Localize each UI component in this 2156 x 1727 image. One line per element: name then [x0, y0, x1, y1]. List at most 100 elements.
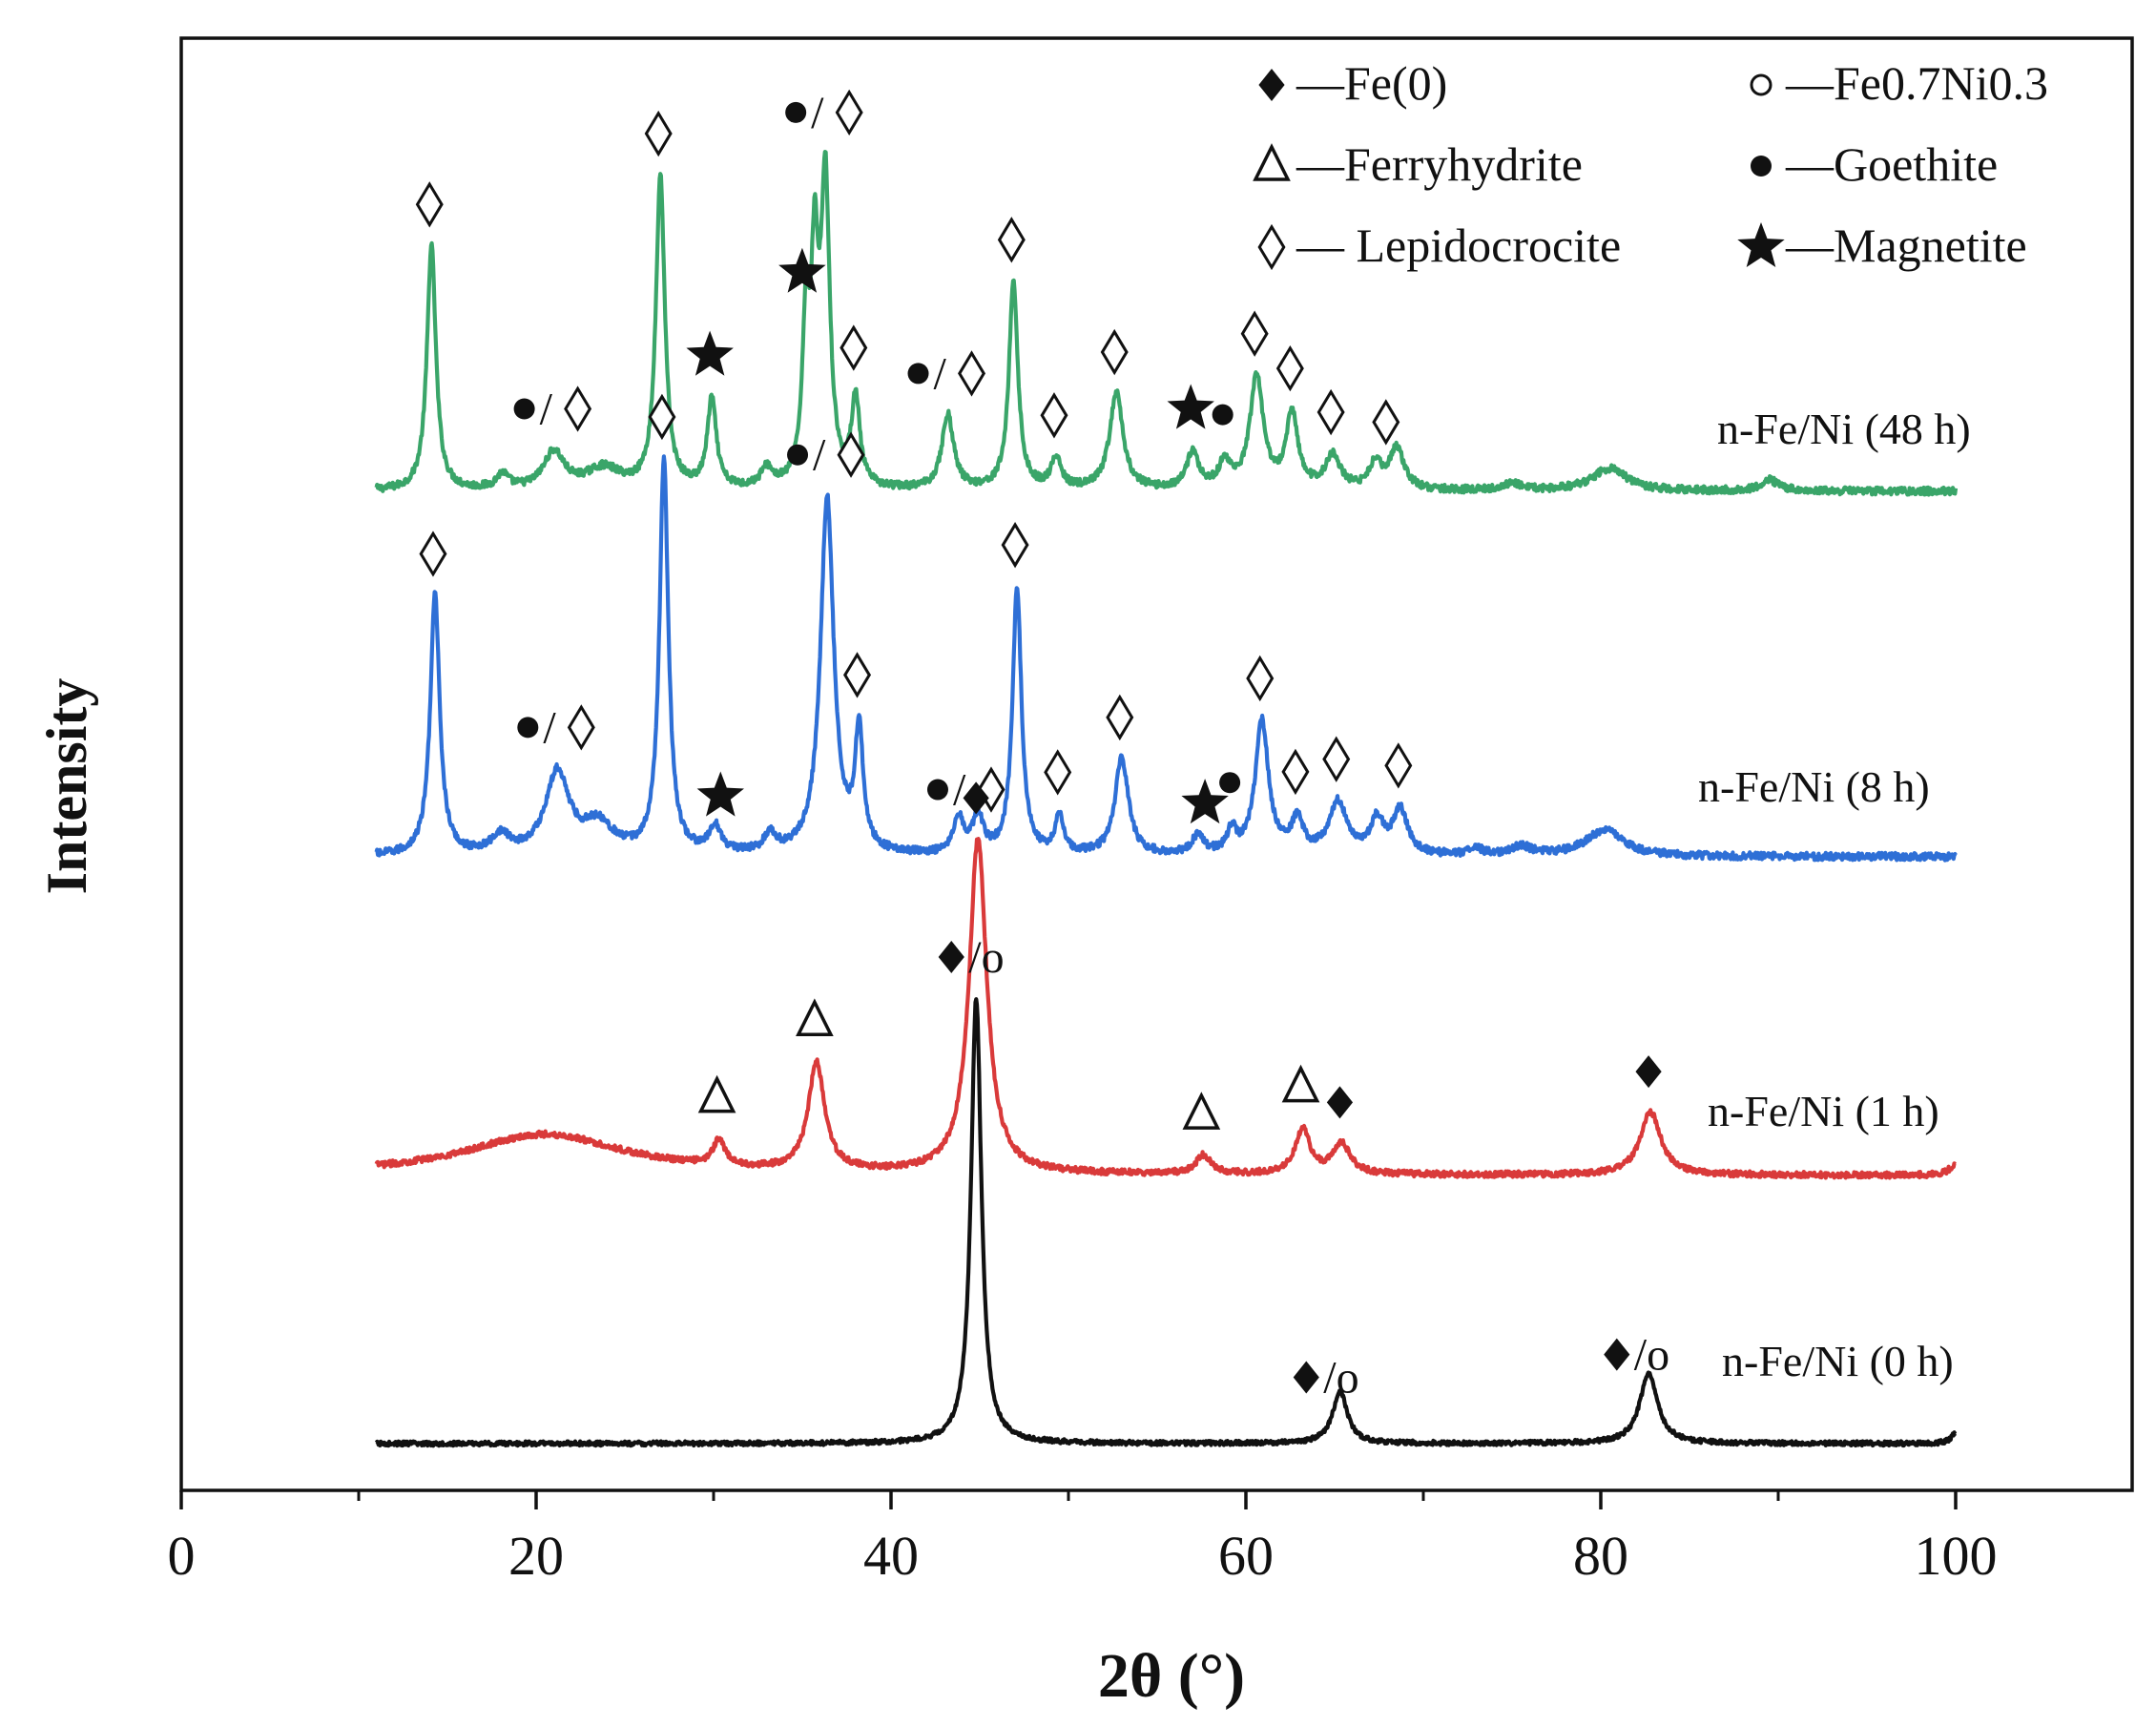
peak-annotation	[796, 998, 834, 1037]
peak-annotation: /o	[1293, 1352, 1359, 1403]
annotation-text: /o	[1634, 1330, 1669, 1381]
filled-circle-marker	[785, 101, 807, 123]
annotation-text: /	[953, 765, 966, 816]
peak-annotation	[1040, 392, 1068, 439]
series-label-1: n-Fe/Ni (8 h)	[1698, 762, 1930, 811]
open-diamond-marker	[1275, 344, 1304, 392]
open-diamond-marker	[1316, 388, 1345, 436]
series-label-0: n-Fe/Ni (48 h)	[1717, 405, 1971, 453]
annotation-text: /o	[968, 932, 1004, 983]
curves-layer: n-Fe/Ni (48 h) n-Fe/Ni (8 h) n-Fe/Ni (1 h)…	[374, 150, 1971, 1448]
peak-annotation: /	[787, 430, 865, 481]
open-diamond-marker	[843, 652, 872, 698]
filled-star-marker	[696, 771, 744, 817]
filled-diamond-marker	[1635, 1055, 1662, 1089]
peak-annotation	[1322, 736, 1351, 782]
series-label-2: n-Fe/Ni (1 h)	[1708, 1087, 1939, 1135]
open-triangle-marker	[1182, 1092, 1221, 1130]
open-diamond-marker	[1100, 328, 1129, 376]
filled-circle-marker	[787, 444, 809, 466]
filled-circle-marker	[907, 363, 929, 385]
legend-label: —Ferryhydrite	[1296, 137, 1583, 191]
open-diamond-marker	[644, 110, 673, 157]
open-diamond-marker	[1240, 310, 1269, 357]
series-curve-2	[374, 836, 1958, 1180]
filled-circle-marker	[1212, 404, 1233, 426]
peak-annotation	[1635, 1055, 1662, 1089]
filled-circle-marker	[1751, 156, 1772, 177]
peak-annotations-layer: / / / / / / /o/o/o	[415, 88, 1669, 1403]
peak-annotation	[1326, 1086, 1354, 1119]
plot-frame	[179, 36, 2134, 1492]
series-curve-1	[374, 454, 1958, 863]
annotation-text: /	[543, 702, 556, 753]
filled-star-marker	[1167, 384, 1214, 429]
legend-label: —Goethite	[1785, 137, 1998, 191]
peak-annotation	[1246, 655, 1275, 702]
peak-annotation	[1044, 749, 1072, 796]
series-curve-3	[374, 997, 1958, 1448]
annotation-text: /	[540, 385, 553, 435]
open-diamond-marker	[837, 431, 865, 478]
filled-circle-marker	[926, 779, 948, 801]
x-tick-label-0: 0	[168, 1525, 196, 1587]
peak-annotation	[1219, 772, 1241, 794]
series-curve-0	[374, 150, 1959, 497]
open-diamond-marker	[1384, 742, 1413, 789]
peak-annotation	[1212, 404, 1233, 426]
filled-star-marker	[1737, 222, 1785, 267]
peak-annotation	[997, 217, 1026, 263]
open-diamond-marker	[1246, 655, 1275, 702]
filled-circle-marker	[1219, 772, 1241, 794]
peak-annotation	[1384, 742, 1413, 789]
peak-annotation	[1181, 779, 1229, 824]
peak-annotation: /	[907, 348, 986, 399]
filled-star-marker	[686, 330, 734, 376]
peak-annotation	[419, 531, 447, 577]
open-diamond-marker	[419, 531, 447, 577]
peak-annotation: /	[513, 385, 592, 435]
series-label-3: n-Fe/Ni (0 h)	[1722, 1337, 1954, 1385]
open-diamond-marker	[1257, 223, 1286, 271]
open-triangle-marker	[1281, 1064, 1320, 1103]
peak-annotation	[1001, 522, 1029, 569]
peak-annotation	[840, 324, 868, 371]
filled-star-marker	[1181, 779, 1229, 824]
open-diamond-marker	[835, 89, 863, 136]
peak-annotation	[1100, 328, 1129, 376]
filled-circle-marker	[517, 717, 539, 739]
peak-annotation: /o	[1604, 1330, 1669, 1381]
filled-diamond-marker	[1293, 1361, 1319, 1394]
peak-annotation	[686, 330, 734, 376]
peak-annotation	[644, 110, 673, 157]
open-diamond-marker	[648, 393, 676, 441]
x-tick-label-40: 40	[863, 1525, 919, 1587]
legend-entry-5: —Magnetite	[1737, 218, 2027, 272]
legend-label: —Fe(0)	[1296, 56, 1447, 110]
open-triangle-marker	[1253, 143, 1291, 181]
legend-entry-4: — Lepidocrocite	[1257, 218, 1621, 272]
annotation-text: /o	[1323, 1352, 1358, 1403]
open-triangle-marker	[697, 1074, 736, 1113]
legend-label: —Fe0.7Ni0.3	[1785, 56, 2048, 110]
filled-diamond-marker	[1604, 1338, 1630, 1371]
peak-annotation	[1372, 399, 1400, 446]
peak-annotation: /	[926, 765, 1005, 816]
legend-label: — Lepidocrocite	[1296, 218, 1621, 272]
peak-annotation	[963, 781, 989, 815]
filled-diamond-marker	[938, 940, 964, 973]
annotation-text: /	[813, 430, 826, 481]
filled-star-marker	[778, 247, 826, 293]
axes-layer: 0 20 40 60 80 100	[168, 36, 2134, 1587]
peak-annotation	[1182, 1092, 1221, 1130]
open-diamond-marker	[1281, 748, 1310, 796]
annotation-text: /	[934, 348, 947, 399]
peak-annotation	[1167, 384, 1214, 429]
x-tick-label-20: 20	[508, 1525, 564, 1587]
peak-annotation	[778, 247, 826, 293]
peak-annotation: /	[517, 702, 595, 753]
open-circle-marker	[1750, 73, 1772, 96]
open-diamond-marker	[1044, 749, 1072, 796]
filled-diamond-marker	[963, 781, 989, 815]
legend-entry-1: —Fe0.7Ni0.3	[1750, 56, 2048, 110]
